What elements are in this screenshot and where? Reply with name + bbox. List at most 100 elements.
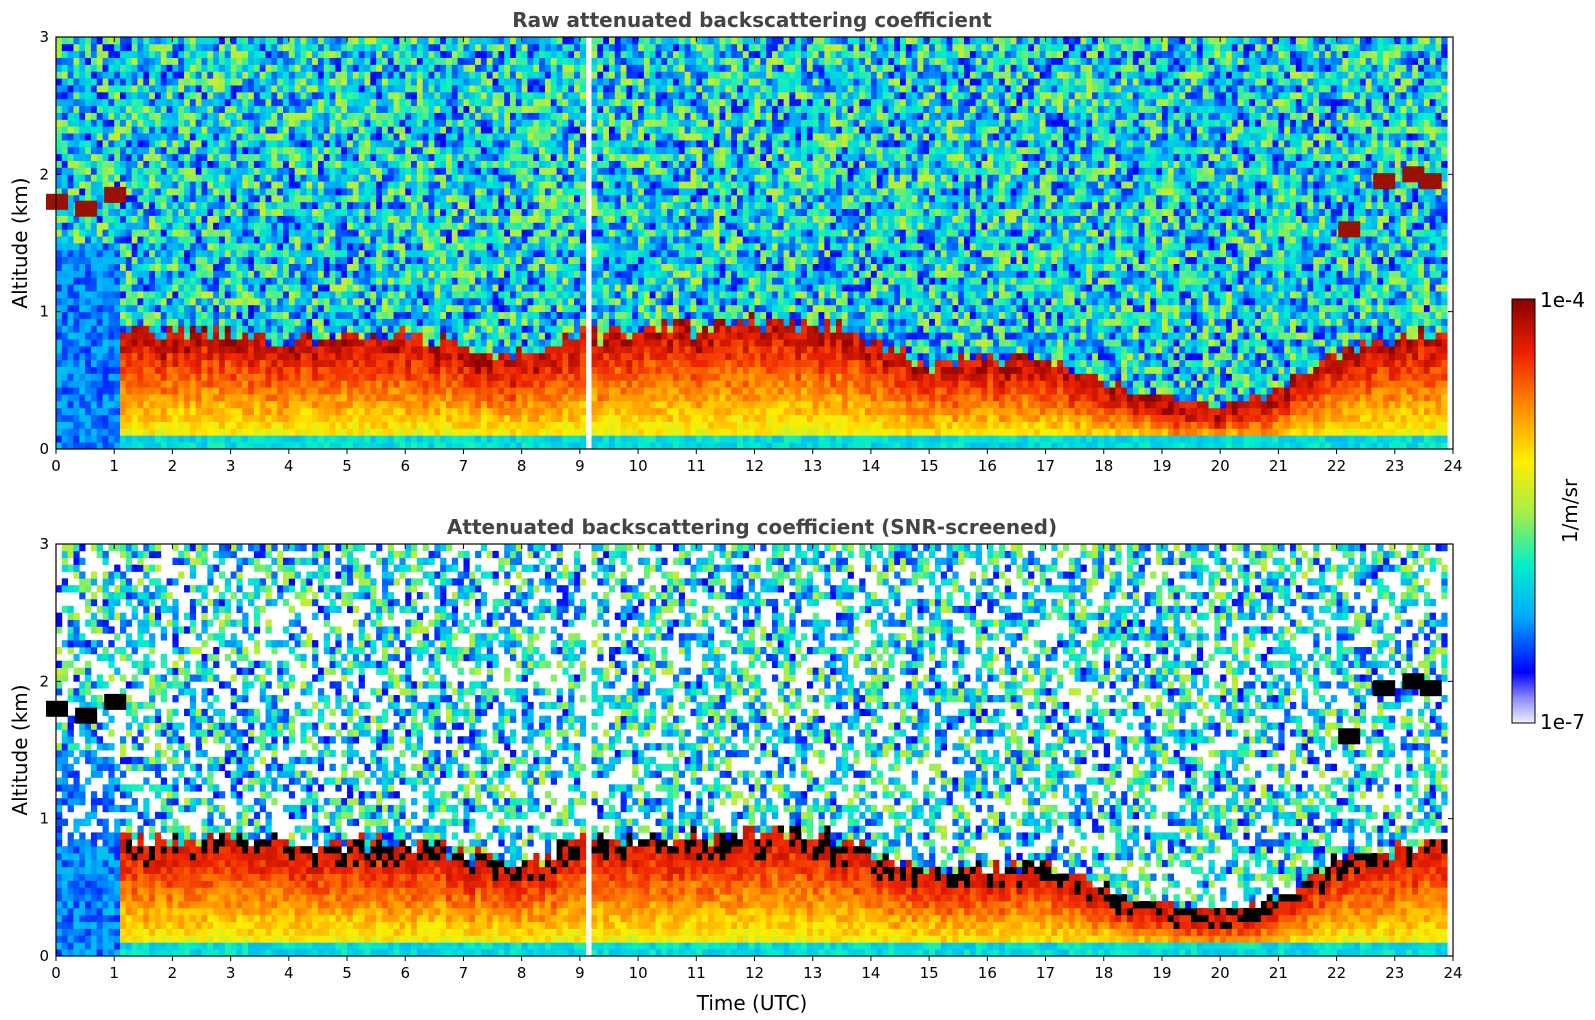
heatmap-cell	[207, 229, 213, 236]
heatmap-cell	[260, 202, 266, 209]
heatmap-cell	[318, 167, 324, 174]
heatmap-cell	[254, 119, 260, 126]
heatmap-cell	[365, 133, 371, 140]
heatmap-cell	[388, 415, 394, 422]
heatmap-cell	[242, 37, 248, 44]
heatmap-cell	[167, 58, 173, 65]
heatmap-cell	[120, 236, 126, 243]
heatmap-cell	[399, 51, 405, 58]
heatmap-cell	[260, 250, 266, 257]
heatmap-cell	[178, 319, 184, 326]
heatmap-cell	[120, 346, 126, 353]
heatmap-cell	[318, 380, 324, 387]
heatmap-cell	[312, 387, 318, 394]
heatmap-cell	[359, 181, 365, 188]
heatmap-cell	[108, 250, 114, 257]
heatmap-cell	[126, 394, 132, 401]
heatmap-cell	[452, 394, 458, 401]
heatmap-cell	[306, 133, 312, 140]
heatmap-cell	[306, 435, 312, 442]
heatmap-cell	[411, 284, 417, 291]
heatmap-cell	[399, 188, 405, 195]
heatmap-cell	[213, 270, 219, 277]
heatmap-cell	[172, 37, 178, 44]
heatmap-cell	[126, 243, 132, 250]
heatmap-cell	[178, 222, 184, 229]
heatmap-cell	[330, 188, 336, 195]
heatmap-cell	[155, 195, 161, 202]
heatmap-cell	[236, 442, 242, 449]
heatmap-cell	[283, 435, 289, 442]
heatmap-cell	[167, 209, 173, 216]
heatmap-cell	[452, 435, 458, 442]
heatmap-cell	[365, 58, 371, 65]
heatmap-cell	[266, 257, 272, 264]
heatmap-cell	[155, 291, 161, 298]
heatmap-cell	[155, 147, 161, 154]
heatmap-cell	[85, 339, 91, 346]
heatmap-cell	[330, 380, 336, 387]
heatmap-cell	[213, 195, 219, 202]
heatmap-cell	[405, 401, 411, 408]
heatmap-cell	[434, 305, 440, 312]
heatmap-cell	[283, 277, 289, 284]
heatmap-cell	[172, 222, 178, 229]
heatmap-cell	[271, 367, 277, 374]
heatmap-cell	[370, 126, 376, 133]
heatmap-cell	[85, 167, 91, 174]
heatmap-cell	[178, 373, 184, 380]
heatmap-cell	[446, 113, 452, 120]
heatmap-cell	[248, 325, 254, 332]
heatmap-cell	[440, 367, 446, 374]
heatmap-cell	[260, 367, 266, 374]
heatmap-cell	[190, 250, 196, 257]
heatmap-cell	[190, 64, 196, 71]
heatmap-cell	[394, 51, 400, 58]
heatmap-cell	[219, 264, 225, 271]
heatmap-raw	[46, 37, 1448, 449]
heatmap-cell	[126, 257, 132, 264]
heatmap-cell	[283, 401, 289, 408]
heatmap-cell	[335, 147, 341, 154]
heatmap-cell	[120, 312, 126, 319]
heatmap-cell	[382, 401, 388, 408]
heatmap-cell	[423, 154, 429, 161]
heatmap-cell	[295, 284, 301, 291]
heatmap-cell	[359, 298, 365, 305]
heatmap-cell	[429, 243, 435, 250]
heatmap-cell	[289, 367, 295, 374]
heatmap-cell	[108, 209, 114, 216]
heatmap-cell	[161, 442, 167, 449]
heatmap-cell	[68, 44, 74, 51]
heatmap-cell	[365, 257, 371, 264]
heatmap-cell	[365, 140, 371, 147]
heatmap-cell	[365, 113, 371, 120]
heatmap-cell	[97, 126, 103, 133]
heatmap-cell	[318, 147, 324, 154]
heatmap-cell	[242, 202, 248, 209]
heatmap-cell	[429, 325, 435, 332]
heatmap-cell	[207, 147, 213, 154]
heatmap-cell	[149, 229, 155, 236]
heatmap-cell	[190, 264, 196, 271]
heatmap-cell	[266, 332, 272, 339]
heatmap-cell	[207, 422, 213, 429]
heatmap-cell	[103, 257, 109, 264]
heatmap-cell	[399, 147, 405, 154]
heatmap-cell	[85, 291, 91, 298]
heatmap-cell	[376, 277, 382, 284]
heatmap-cell	[423, 284, 429, 291]
heatmap-cell	[277, 140, 283, 147]
heatmap-cell	[120, 428, 126, 435]
heatmap-cell	[155, 277, 161, 284]
heatmap-cell	[411, 202, 417, 209]
heatmap-cell	[271, 222, 277, 229]
heatmap-cell	[161, 58, 167, 65]
heatmap-cell	[312, 264, 318, 271]
heatmap-cell	[149, 202, 155, 209]
heatmap-cell	[73, 113, 79, 120]
heatmap-cell	[236, 188, 242, 195]
heatmap-cell	[126, 298, 132, 305]
heatmap-cell	[73, 408, 79, 415]
heatmap-cell	[260, 99, 266, 106]
